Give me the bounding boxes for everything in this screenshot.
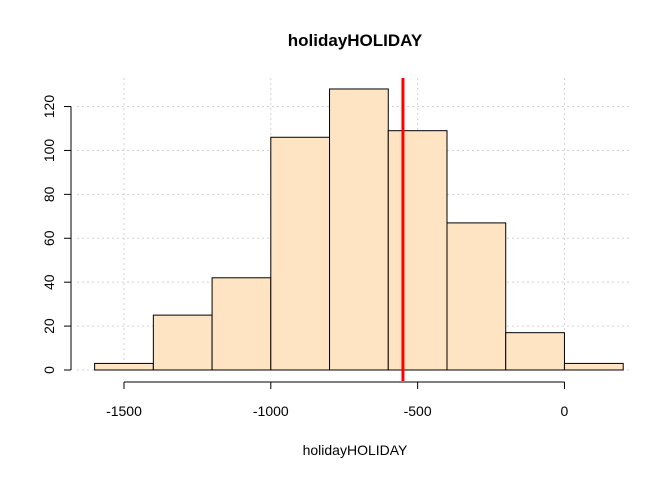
x-tick-label: -1500 <box>106 403 142 419</box>
histogram-bar <box>505 332 565 371</box>
y-tick-label: 60 <box>41 230 57 246</box>
histogram-bar <box>329 88 389 371</box>
histogram-bar <box>387 130 448 371</box>
x-axis: -1500 -1000 -500 0 <box>106 381 569 419</box>
y-tick-label: 100 <box>41 139 57 163</box>
y-tick-label: 80 <box>41 186 57 202</box>
x-axis-label: holidayHOLIDAY <box>303 442 408 458</box>
y-tick-label: 0 <box>41 366 57 374</box>
y-tick-label: 20 <box>41 318 57 334</box>
histogram-bar <box>152 314 213 371</box>
histogram-bar <box>446 222 507 371</box>
histogram-bars <box>94 88 624 371</box>
chart-title: holidayHOLIDAY <box>288 31 423 50</box>
x-tick-label: -500 <box>404 403 432 419</box>
x-tick-label: 0 <box>561 403 569 419</box>
histogram-bar <box>94 362 154 371</box>
x-tick-label: -1000 <box>253 403 289 419</box>
y-axis: 0 20 40 60 80 100 120 <box>41 95 72 374</box>
histogram-bar <box>563 362 624 371</box>
histogram-bar <box>270 136 331 371</box>
y-tick-label: 120 <box>41 95 57 119</box>
histogram-bar <box>211 277 272 371</box>
y-tick-label: 40 <box>41 274 57 290</box>
